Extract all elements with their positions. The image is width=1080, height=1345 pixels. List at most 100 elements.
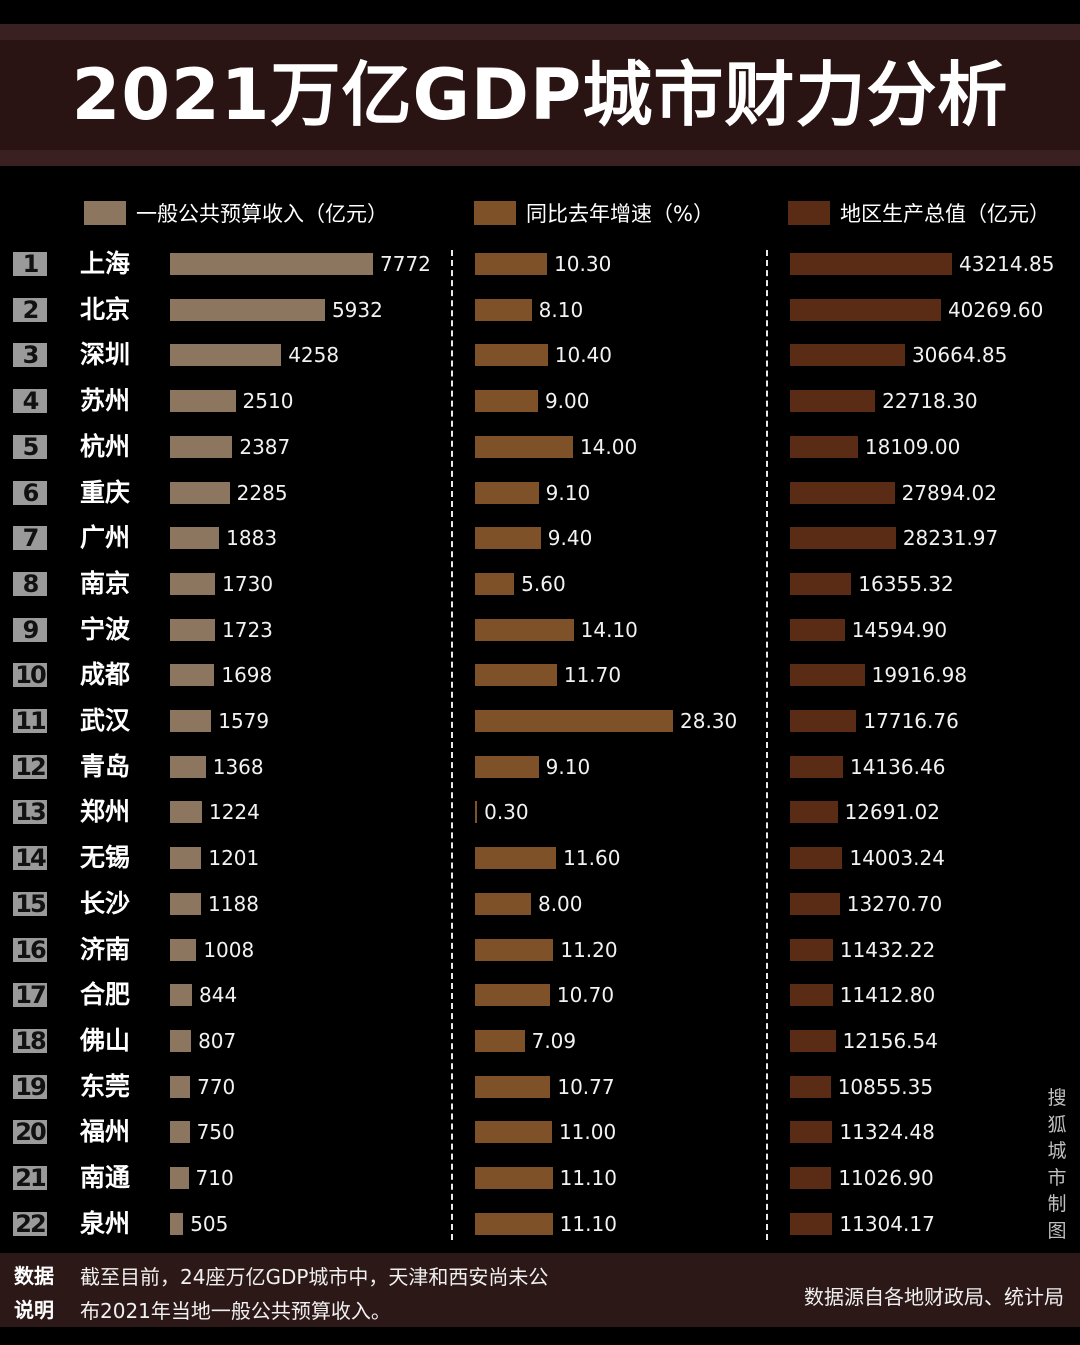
footer-note-line1: 截至目前，24座万亿GDP城市中，天津和西安尚未公 xyxy=(80,1265,549,1289)
growth-value: 8.00 xyxy=(537,891,583,916)
revenue-bar xyxy=(170,1212,184,1235)
gdp-value: 43214.85 xyxy=(959,252,1055,276)
growth-value: 9.10 xyxy=(545,754,591,779)
rank-badge: 9 xyxy=(13,617,47,642)
gdp-value: 11304.17 xyxy=(839,1211,935,1236)
growth-value: 11.70 xyxy=(563,663,622,688)
rank-badge: 20 xyxy=(13,1120,47,1145)
gdp-bar xyxy=(790,801,838,824)
revenue-bar xyxy=(170,1167,189,1189)
city-name: 杭州 xyxy=(80,431,131,461)
growth-bar xyxy=(475,527,541,550)
title-inner-band: 2021万亿GDP城市财力分析 xyxy=(0,40,1080,150)
revenue-bar xyxy=(170,984,193,1007)
legend-swatch-growth xyxy=(474,201,516,225)
gdp-value: 11324.48 xyxy=(839,1120,935,1145)
city-name: 无锡 xyxy=(80,843,131,873)
revenue-value: 5932 xyxy=(331,297,383,322)
gdp-bar xyxy=(790,664,865,687)
table-row: 22 泉州 505 11.10 11304.17 xyxy=(0,1207,1080,1241)
growth-value: 8.10 xyxy=(538,297,584,322)
growth-value: 14.10 xyxy=(580,617,638,642)
table-row: 9 宁波 1723 14.10 14594.90 xyxy=(0,613,1080,647)
revenue-bar xyxy=(170,1075,191,1098)
footer-source: 数据源自各地财政局、统计局 xyxy=(804,1285,1064,1309)
gdp-bar xyxy=(790,710,857,732)
rank-badge: 12 xyxy=(13,754,47,779)
revenue-bar xyxy=(170,344,282,367)
gdp-bar xyxy=(790,253,952,275)
table-row: 19 东莞 770 10.77 10855.35 xyxy=(0,1070,1080,1104)
gdp-value: 14594.90 xyxy=(851,617,948,642)
rank-badge: 7 xyxy=(13,526,47,551)
gdp-bar xyxy=(790,618,845,641)
revenue-bar xyxy=(170,892,202,915)
legend-item-growth: 同比去年增速（%） xyxy=(474,198,714,228)
gdp-value: 12156.54 xyxy=(842,1028,938,1053)
column-divider-1 xyxy=(451,250,453,1240)
growth-value: 11.20 xyxy=(560,937,618,962)
revenue-value: 2285 xyxy=(236,480,288,505)
gdp-value: 19916.98 xyxy=(871,663,968,688)
city-name: 佛山 xyxy=(80,1025,131,1055)
growth-value: 0.30 xyxy=(484,800,529,825)
revenue-value: 1698 xyxy=(221,663,273,688)
growth-value: 14.00 xyxy=(579,434,638,459)
footer-label-line1: 数据 xyxy=(14,1264,54,1288)
growth-bar xyxy=(475,892,531,915)
growth-value: 28.30 xyxy=(680,709,738,733)
gdp-value: 22718.30 xyxy=(882,389,978,414)
revenue-value: 1368 xyxy=(212,754,264,779)
table-row: 14 无锡 1201 11.60 14003.24 xyxy=(0,841,1080,875)
rank-badge: 6 xyxy=(13,480,47,505)
rank-badge: 5 xyxy=(13,434,47,459)
legend-swatch-revenue xyxy=(84,201,126,225)
table-row: 15 长沙 1188 8.00 13270.70 xyxy=(0,887,1080,921)
growth-value: 11.10 xyxy=(559,1166,617,1190)
revenue-value: 4258 xyxy=(288,343,340,368)
table-row: 7 广州 1883 9.40 28231.97 xyxy=(0,521,1080,555)
table-row: 11 武汉 1579 28.30 17716.76 xyxy=(0,704,1080,738)
rank-badge: 17 xyxy=(13,983,47,1008)
revenue-bar xyxy=(170,710,212,732)
rank-badge: 1 xyxy=(13,252,47,276)
gdp-bar xyxy=(790,984,833,1007)
table-row: 17 合肥 844 10.70 11412.80 xyxy=(0,978,1080,1012)
revenue-bar xyxy=(170,664,215,687)
city-name: 合肥 xyxy=(80,980,131,1010)
revenue-bar xyxy=(170,527,220,550)
gdp-value: 11432.22 xyxy=(839,937,936,962)
rank-badge: 2 xyxy=(13,297,47,322)
revenue-value: 7772 xyxy=(380,252,431,276)
rank-badge: 22 xyxy=(13,1211,47,1236)
revenue-value: 1008 xyxy=(203,937,255,962)
growth-bar xyxy=(475,801,478,824)
growth-bar xyxy=(475,1167,553,1189)
growth-bar xyxy=(475,984,550,1007)
revenue-bar xyxy=(170,1029,192,1052)
revenue-bar xyxy=(170,298,325,321)
revenue-value: 710 xyxy=(195,1166,234,1190)
gdp-bar xyxy=(790,1075,831,1098)
gdp-bar xyxy=(790,1167,832,1189)
growth-value: 11.60 xyxy=(563,846,621,871)
gdp-value: 14136.46 xyxy=(849,754,946,779)
gdp-bar xyxy=(790,344,905,367)
gdp-bar xyxy=(790,527,896,550)
title-band: 2021万亿GDP城市财力分析 xyxy=(0,24,1080,166)
growth-bar xyxy=(475,755,539,778)
footer-band: 数据 说明 截至目前，24座万亿GDP城市中，天津和西安尚未公 布2021年当地… xyxy=(0,1253,1080,1327)
revenue-value: 1188 xyxy=(208,891,259,916)
rank-badge: 16 xyxy=(13,937,47,962)
growth-bar xyxy=(475,298,532,321)
gdp-bar xyxy=(790,435,858,458)
growth-bar xyxy=(475,847,557,870)
growth-bar xyxy=(475,435,573,458)
growth-bar xyxy=(475,390,538,413)
legend-label-revenue: 一般公共预算收入（亿元） xyxy=(136,202,388,226)
growth-bar xyxy=(475,1075,551,1098)
city-name: 广州 xyxy=(80,523,131,553)
city-name: 青岛 xyxy=(80,751,131,781)
growth-value: 10.70 xyxy=(556,983,615,1008)
table-row: 8 南京 1730 5.60 16355.32 xyxy=(0,567,1080,601)
